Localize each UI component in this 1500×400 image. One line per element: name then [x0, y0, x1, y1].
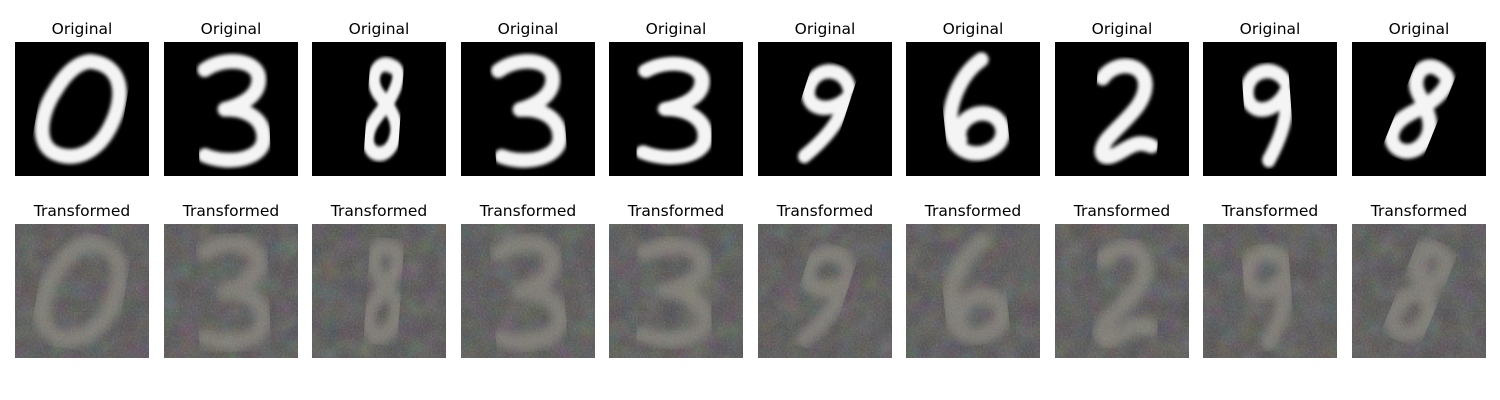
digit-panel: Transformed	[164, 202, 298, 358]
digit-panel: Transformed	[1055, 202, 1189, 358]
digit-glyph	[362, 57, 405, 161]
image-noise	[609, 224, 743, 358]
digit-panel: Original	[1203, 20, 1337, 176]
digit-panel: Transformed	[461, 202, 595, 358]
panel-title: Original	[498, 20, 559, 38]
digit-panel: Original	[312, 20, 446, 176]
digit-panel: Transformed	[1352, 202, 1486, 358]
digit-panel: Transformed	[15, 202, 149, 358]
digit-panel: Original	[906, 20, 1040, 176]
image-noise	[461, 224, 595, 358]
digit-panel: Original	[758, 20, 892, 176]
panel-title: Original	[52, 20, 113, 38]
row-mnist: Original Original Original Original Original…	[15, 20, 1486, 176]
digit-glyph	[635, 56, 713, 165]
panel-title: Original	[1389, 20, 1450, 38]
panel-title: Original	[646, 20, 707, 38]
digit-panel: Original	[15, 20, 149, 176]
image-noise	[312, 224, 446, 358]
panel-title: Original	[795, 20, 856, 38]
panel-title: Transformed	[1370, 202, 1467, 220]
panel-title: Transformed	[627, 202, 724, 220]
digit-panel: Transformed	[758, 202, 892, 358]
image-noise	[1352, 224, 1486, 358]
digit-glyph	[1094, 58, 1160, 165]
panel-title: Transformed	[776, 202, 873, 220]
image-noise	[1203, 224, 1337, 358]
digit-glyph	[1240, 63, 1294, 168]
image-noise	[1055, 224, 1189, 358]
image-noise	[906, 224, 1040, 358]
digit-glyph	[197, 54, 271, 168]
panel-title: Transformed	[1221, 202, 1318, 220]
digit-panel: Transformed	[609, 202, 743, 358]
digit-glyph	[491, 54, 568, 168]
digit-panel: Original	[164, 20, 298, 176]
panel-title: Transformed	[182, 202, 279, 220]
digit-panel: Original	[1055, 20, 1189, 176]
panel-title: Original	[1240, 20, 1301, 38]
image-noise	[164, 224, 298, 358]
image-noise	[15, 224, 149, 358]
panel-title: Original	[943, 20, 1004, 38]
panel-title: Transformed	[479, 202, 576, 220]
digit-panel: Transformed	[312, 202, 446, 358]
digit-glyph	[34, 54, 127, 164]
digit-glyph	[797, 64, 857, 164]
digit-panel: Original	[461, 20, 595, 176]
digit-panel: Original	[1352, 20, 1486, 176]
panel-title: Transformed	[33, 202, 130, 220]
digit-glyph	[1384, 59, 1455, 159]
panel-title: Original	[1092, 20, 1153, 38]
digit-panel: Transformed	[906, 202, 1040, 358]
panel-title: Transformed	[330, 202, 427, 220]
panel-title: Original	[349, 20, 410, 38]
panel-title: Transformed	[1073, 202, 1170, 220]
panel-title: Transformed	[924, 202, 1021, 220]
digit-panel: Transformed	[1203, 202, 1337, 358]
image-noise	[758, 224, 892, 358]
digit-panel: Original	[609, 20, 743, 176]
panel-title: Original	[201, 20, 262, 38]
row-svhn: Transformed Transformed Transformed Transfo…	[15, 202, 1486, 358]
digit-glyph	[942, 52, 1011, 161]
